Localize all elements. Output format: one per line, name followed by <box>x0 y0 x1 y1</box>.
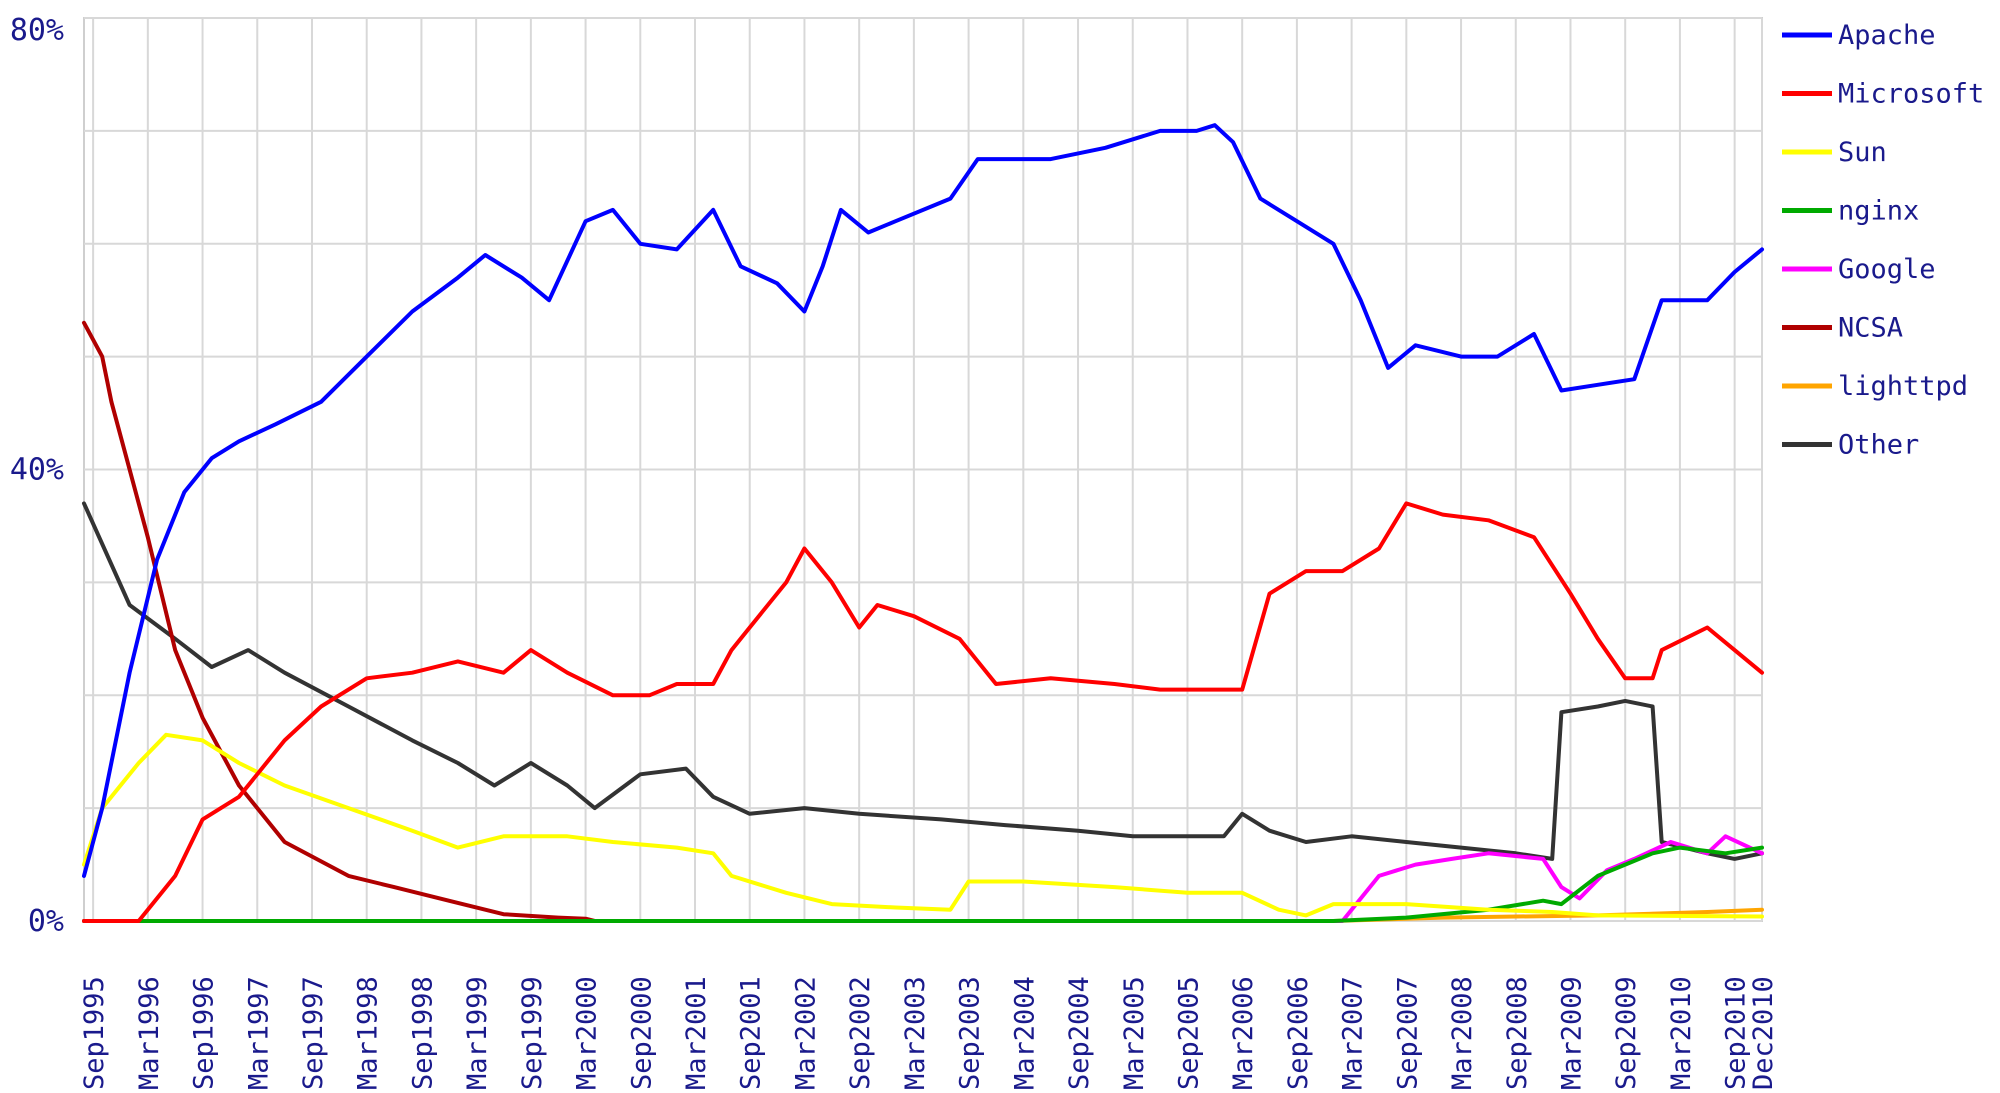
x-tick-label: Mar2005 <box>1119 976 1150 1090</box>
y-tick-label: 40% <box>10 453 64 488</box>
x-tick-label: Sep2005 <box>1173 976 1204 1090</box>
x-tick-label: Sep2010 <box>1721 976 1752 1090</box>
x-tick-label: Sep1997 <box>298 976 329 1090</box>
x-tick-label: Sep2006 <box>1283 976 1314 1090</box>
x-tick-label: Mar1998 <box>353 976 384 1090</box>
x-tick-label: Mar2006 <box>1228 976 1259 1090</box>
x-tick-label: Dec2010 <box>1748 976 1779 1090</box>
legend-label-lighttpd: lighttpd <box>1838 371 1968 402</box>
x-tick-label: Mar2008 <box>1447 976 1478 1090</box>
x-tick-label: Mar2010 <box>1666 976 1697 1090</box>
legend-label-nginx: nginx <box>1838 196 1919 227</box>
legend-label-ncsa: NCSA <box>1838 313 1903 344</box>
x-tick-label: Sep2004 <box>1064 976 1095 1090</box>
series-line-ncsa <box>82 320 597 923</box>
y-tick-label: 80% <box>10 13 64 48</box>
x-tick-label: Sep1998 <box>407 976 438 1090</box>
legend-label-sun: Sun <box>1838 137 1887 168</box>
legend-label-other: Other <box>1838 430 1919 461</box>
x-tick-label: Sep2002 <box>845 976 876 1090</box>
x-tick-label: Sep2000 <box>626 976 657 1090</box>
x-tick-label: Mar1999 <box>462 976 493 1090</box>
x-tick-label: Sep2009 <box>1611 976 1642 1090</box>
legend-label-microsoft: Microsoft <box>1838 79 1984 110</box>
x-tick-label: Mar2000 <box>572 976 603 1090</box>
y-tick-label: 0% <box>28 904 64 939</box>
legend-label-google: Google <box>1838 254 1936 285</box>
x-tick-label: Mar1996 <box>134 976 165 1090</box>
x-tick-label: Mar1997 <box>243 976 274 1090</box>
x-tick-label: Sep2003 <box>955 976 986 1090</box>
x-tick-label: Sep2008 <box>1502 976 1533 1090</box>
x-tick-label: Sep1999 <box>517 976 548 1090</box>
x-tick-label: Mar2007 <box>1338 976 1369 1090</box>
x-tick-label: Sep1995 <box>79 976 110 1090</box>
legend-label-apache: Apache <box>1838 20 1936 51</box>
x-tick-label: Sep2007 <box>1392 976 1423 1090</box>
series-line-nginx <box>82 845 1764 923</box>
series-line-microsoft <box>82 501 1764 923</box>
series-line-apache <box>82 123 1764 878</box>
x-tick-label: Mar2003 <box>900 976 931 1090</box>
series-line-sun <box>82 732 1764 919</box>
series-lines <box>82 123 1764 923</box>
x-tick-label: Mar2001 <box>681 976 712 1090</box>
series-line-other <box>82 501 1764 861</box>
x-tick-label: Mar2009 <box>1556 976 1587 1090</box>
x-tick-label: Sep2001 <box>736 976 767 1090</box>
x-tick-label: Mar2004 <box>1009 976 1040 1090</box>
x-tick-label: Mar2002 <box>790 976 821 1090</box>
x-tick-label: Sep1996 <box>189 976 220 1090</box>
legend: Apache Microsoft Sun nginx Google NCSA lighttp… <box>1782 20 1984 461</box>
